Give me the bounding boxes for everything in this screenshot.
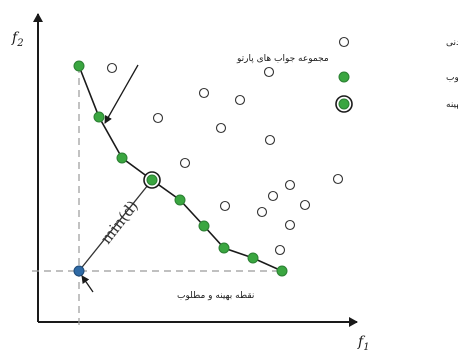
feasible-point	[219, 200, 231, 212]
feasible-solutions	[106, 62, 344, 256]
legend: راه حل های شدنی راه حل های نامغلوب راه ح…	[335, 36, 458, 113]
feasible-point	[284, 219, 296, 231]
feasible-point	[284, 179, 296, 191]
ideal-point-label: نقطه بهینه و مطلوب	[177, 291, 254, 301]
min-distance-line	[78, 179, 153, 272]
pareto-point	[218, 242, 230, 254]
ideal-point	[73, 265, 85, 277]
pareto-point	[116, 152, 128, 164]
feasible-point	[332, 173, 344, 185]
feasible-point	[215, 122, 227, 134]
legend-feasible-label: راه حل های شدنی	[446, 38, 458, 48]
feasible-point	[274, 244, 286, 256]
pareto-point	[73, 60, 85, 72]
feasible-point	[264, 134, 276, 146]
pareto-point	[247, 252, 259, 264]
feasible-point	[267, 190, 279, 202]
pareto-point	[93, 111, 105, 123]
pareto-set-arrow	[104, 64, 139, 124]
pareto-set-label: مجموعه جواب های پارتو	[236, 54, 329, 64]
feasible-point	[152, 112, 164, 124]
feasible-point	[234, 94, 246, 106]
feasible-point	[106, 62, 118, 74]
feasible-point	[299, 199, 311, 211]
legend-feasible-marker	[338, 36, 350, 48]
pareto-point	[276, 265, 288, 277]
feasible-point	[179, 157, 191, 169]
legend-nondominated-marker	[338, 71, 350, 83]
nondominated-solutions	[73, 60, 288, 277]
optimal-solution	[143, 171, 161, 189]
feasible-point	[256, 206, 268, 218]
legend-optimal-marker	[338, 98, 350, 110]
x-axis-label: f1	[357, 334, 370, 352]
y-axis-label: f2	[11, 30, 24, 49]
pareto-point	[174, 194, 186, 206]
legend-nondominated-label: راه حل های نامغلوب	[446, 73, 458, 83]
pareto-point	[198, 220, 210, 232]
legend-optimal-label: راه حل بهینه	[446, 100, 458, 110]
feasible-point	[198, 87, 210, 99]
min-distance-label: min(d)	[97, 197, 142, 247]
feasible-point	[263, 66, 275, 78]
ideal-point-arrow	[81, 275, 94, 293]
